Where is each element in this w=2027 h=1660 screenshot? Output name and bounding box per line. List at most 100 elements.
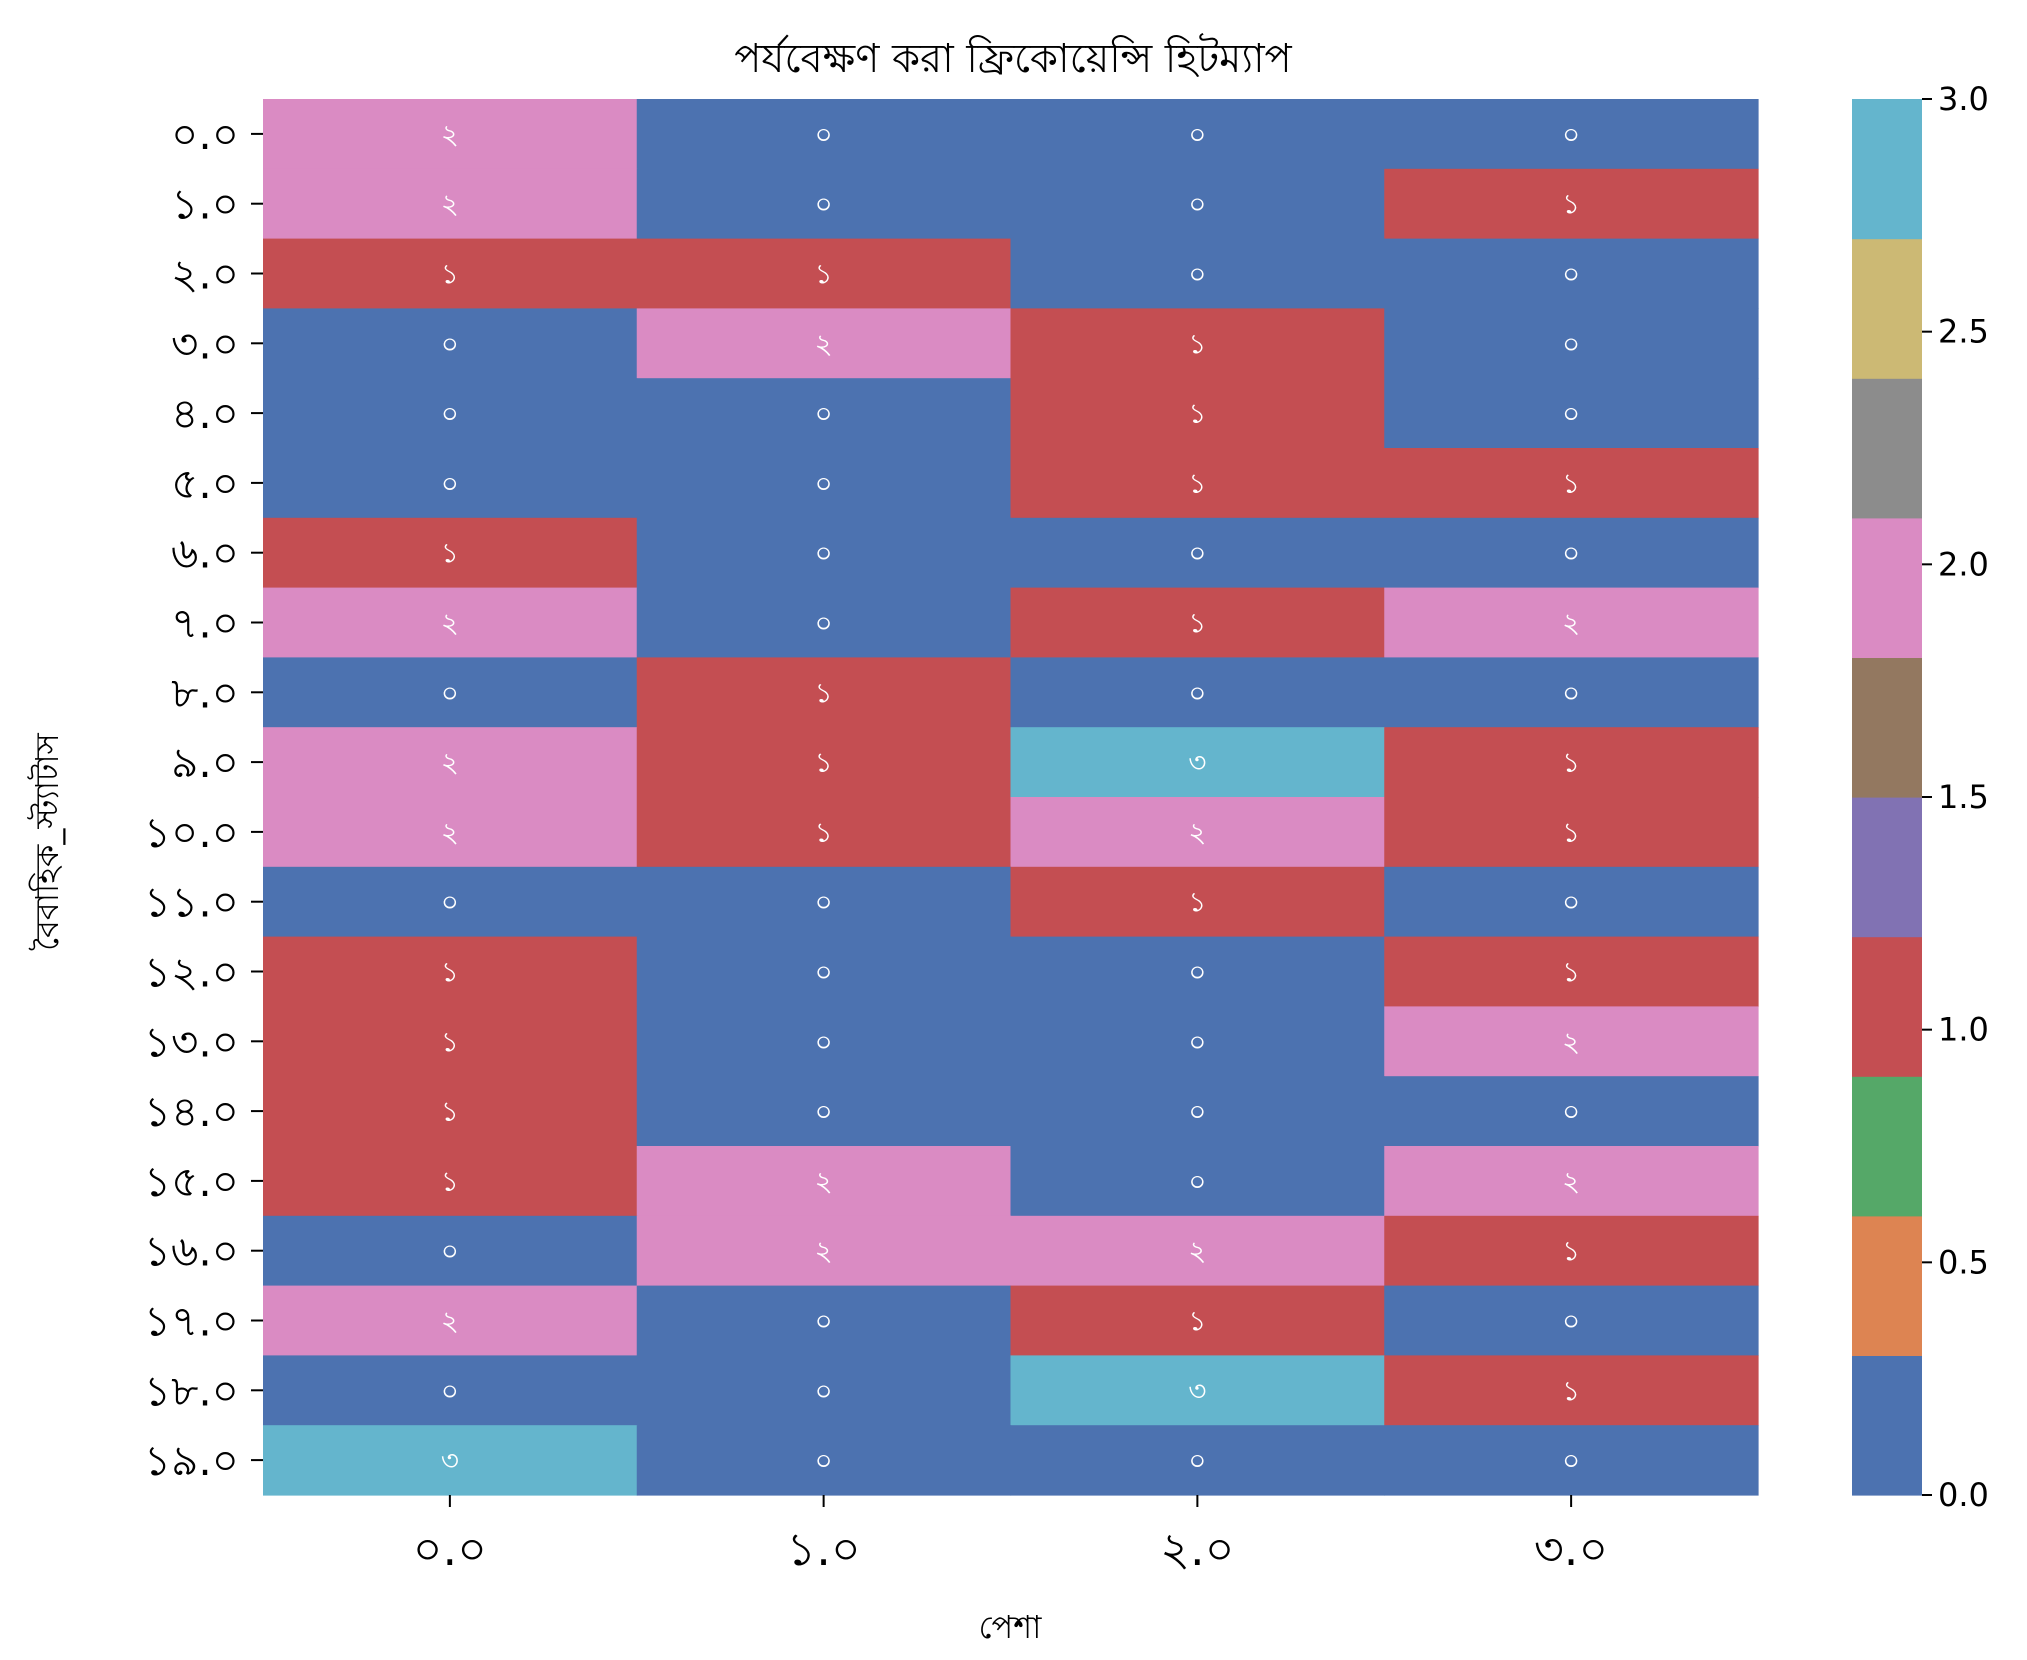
heatmap-cell [263,866,638,938]
y-tick-label: ৮.০ [171,668,239,717]
heatmap-cell [1010,1425,1385,1496]
heatmap-cell [263,1215,638,1287]
cell-value-label: ০ [815,467,833,500]
colorbar-tick-label: 0.0 [1938,1476,1989,1514]
cell-value-label: ০ [1188,1444,1206,1477]
cell-value-label: ১ [441,1095,459,1128]
heatmap-cell-labels: ২ ০ ০ ০ ২ ০ ০ ১ ১ ১ ০ ০ ০ ২ ১ ০ ০ ০ ১ ০ ০ ০ ১ ১ ১ ০ ০ ০ ২ ০ ১ ২ ০ ১ ০ ০ ২ ১ ৩ ১… [441,118,1580,1477]
y-tick-label: ১.০ [171,180,239,229]
x-axis-label: পেশা [979,1608,1043,1646]
y-tick-label: ১৫.০ [144,1157,239,1206]
heatmap-cells [263,99,1759,1496]
cell-value-label: ১ [1562,746,1580,779]
colorbar-segment [1852,378,1922,519]
colorbar-segment [1852,936,1922,1077]
y-axis-label: বৈবাহিক_স্ট্যাটাস [27,732,66,951]
cell-value-label: ০ [1562,537,1580,570]
cell-value-label: ২ [1562,607,1580,640]
cell-value-label: ০ [815,188,833,221]
heatmap-cell [263,797,638,868]
cell-value-label: ১ [441,537,459,570]
heatmap-cell [1010,727,1385,798]
heatmap-cell [1384,378,1759,449]
cell-value-label: ০ [1188,188,1206,221]
heatmap-cell [1010,1285,1385,1356]
heatmap-cell [1384,238,1759,309]
cell-value-label: ০ [441,1374,459,1407]
y-tick-label: ১৯.০ [144,1436,239,1485]
cell-value-label: ২ [441,746,459,779]
cell-value-label: ০ [1562,1305,1580,1338]
cell-value-label: ২ [441,1305,459,1338]
heatmap-cell [1010,657,1385,728]
heatmap-cell [1384,936,1759,1007]
heatmap-cell [1010,1355,1385,1426]
heatmap-cell [1384,308,1759,379]
cell-value-label: ০ [815,886,833,919]
cell-value-label: ১ [441,1165,459,1198]
cell-value-label: ১ [1188,327,1206,360]
heatmap-cell [1384,517,1759,589]
heatmap-cell [263,727,638,798]
heatmap-cell [636,168,1012,240]
cell-value-label: ১ [1188,397,1206,430]
x-tick-label: ৩.০ [1534,1522,1608,1576]
y-tick-label: ১৩.০ [144,1017,239,1066]
cell-value-label: ২ [1562,1165,1580,1198]
heatmap-cell [1384,1076,1759,1147]
cell-value-label: ০ [1562,1095,1580,1128]
heatmap-cell [636,866,1012,938]
y-tick-label: ১৮.০ [144,1366,239,1415]
heatmap-cell [636,1215,1012,1287]
cell-value-label: ২ [441,188,459,221]
heatmap-cell [1384,1355,1759,1426]
cell-value-label: ১ [1188,607,1206,640]
cell-value-label: ১ [1562,1235,1580,1268]
cell-value-label: ১ [441,1025,459,1058]
cell-value-label: ১ [1188,467,1206,500]
heatmap-cell [636,1076,1012,1147]
heatmap-cell [1384,657,1759,728]
cell-value-label: ১ [1188,886,1206,919]
colorbar-segment [1852,1076,1922,1217]
heatmap-cell [263,238,638,309]
cell-value-label: ২ [441,816,459,849]
colorbar-segment [1852,1215,1922,1356]
colorbar-segment [1852,657,1922,798]
heatmap-cell [263,1076,638,1147]
cell-value-label: ০ [441,1235,459,1268]
cell-value-label: ০ [1188,956,1206,989]
heatmap-cell [263,1355,638,1426]
cell-value-label: ০ [1562,327,1580,360]
cell-value-label: ২ [441,607,459,640]
cell-value-label: ০ [815,1095,833,1128]
cell-value-label: ০ [815,397,833,430]
y-axis-ticks: ০.০ ১.০ ২.০ ৩.০ ৪.০ ৫.০ ৬.০ ৭.০ ৮.০ ৯.০ ১০.০ ১১.০ ১২… [144,110,263,1485]
cell-value-label: ২ [1562,1025,1580,1058]
x-tick-label: ০.০ [413,1522,487,1576]
cell-value-label: ০ [815,118,833,151]
chart-title: পর্যবেক্ষণ করা ফ্রিকোয়েন্সি হিটম্যাপ [734,33,1292,82]
cell-value-label: ২ [815,1235,833,1268]
cell-value-label: ০ [815,1374,833,1407]
heatmap-cell [1010,797,1385,868]
heatmap-cell [636,1355,1012,1426]
y-tick-label: ১২.০ [144,948,239,997]
cell-value-label: ১ [441,258,459,291]
heatmap-cell [1010,517,1385,589]
heatmap-cell [1010,1215,1385,1287]
heatmap-cell [263,1425,638,1496]
y-tick-label: ২.০ [171,250,239,299]
cell-value-label: ০ [815,1305,833,1338]
cell-value-label: ১ [441,956,459,989]
heatmap-cell [263,1285,638,1356]
y-tick-label: ৪.০ [171,389,239,438]
heatmap-cell [1010,168,1385,240]
heatmap-cell [263,1006,638,1077]
cell-value-label: ২ [441,118,459,151]
heatmap-cell [636,1146,1012,1217]
y-tick-label: ১৬.০ [144,1227,239,1276]
heatmap-cell [636,378,1012,449]
heatmap-cell [263,1146,638,1217]
